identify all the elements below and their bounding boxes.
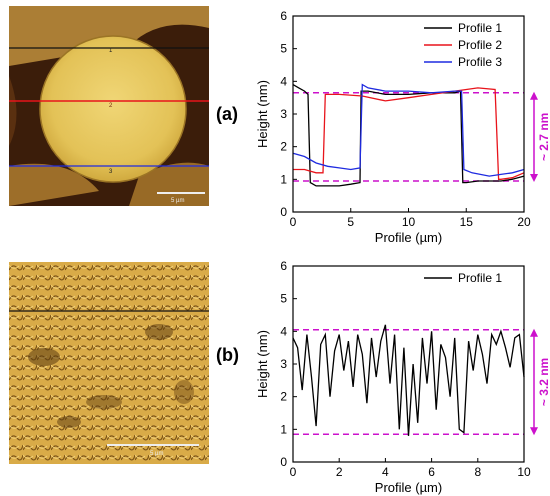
chart-b-legend-label-1: Profile 1 xyxy=(458,271,502,285)
afm-image-a-graphic: 1 2 3 5 µm xyxy=(9,6,209,206)
chart-a-xtick-label-3: 15 xyxy=(460,215,474,229)
chart-a-xtick-label-4: 20 xyxy=(517,215,531,229)
afm-image-a: 1 2 3 5 µm xyxy=(9,6,209,206)
chart-a-series-2-line xyxy=(293,87,525,180)
afm-a-scale-label: 5 µm xyxy=(171,198,184,204)
chart-b-y-axis-label: Height (nm) xyxy=(255,330,270,398)
chart-a-legend-label-2: Profile 2 xyxy=(458,38,502,52)
chart-a-series-3-line xyxy=(292,83,525,177)
chart-a-xtick-label-0: 0 xyxy=(290,215,297,229)
chart-a-ytick-label-5: 5 xyxy=(280,42,287,56)
chart-b-x-axis-label: Profile (µm) xyxy=(375,480,442,495)
chart-a-xtick-label-1: 5 xyxy=(347,215,354,229)
chart-a-series-1-line xyxy=(292,84,525,187)
chart-a-height-annotation: ~ 2.7 nm xyxy=(537,113,550,161)
chart-a-annotation-arrowhead-bottom xyxy=(530,173,538,182)
chart-a: 0 5 10 15 20 0 1 2 3 4 5 6 Profile 1 Profile 2 Profile… xyxy=(255,9,550,245)
chart-b-xtick-label-3: 6 xyxy=(428,465,435,479)
chart-a-ytick-label-3: 3 xyxy=(280,107,287,121)
chart-b-ytick-label-3: 3 xyxy=(280,357,287,371)
afm-a-line-label-2: 2 xyxy=(109,103,113,109)
chart-a-ytick-label-4: 4 xyxy=(280,74,287,88)
chart-b-plot-frame xyxy=(292,265,525,463)
chart-b-xtick-label-5: 10 xyxy=(517,465,531,479)
chart-a-ytick-label-2: 2 xyxy=(280,140,287,154)
chart-a-annotation-arrowhead-top xyxy=(530,91,538,100)
chart-a-legend-label-3: Profile 3 xyxy=(458,55,502,69)
chart-b-height-annotation: ~ 3.2 nm xyxy=(537,358,550,406)
chart-a-plot-frame xyxy=(292,15,525,213)
chart-a-legend-label-1: Profile 1 xyxy=(458,21,502,35)
chart-b-ytick-label-5: 5 xyxy=(280,292,287,306)
panel-a-label: (a) xyxy=(216,104,238,124)
panel-b-label: (b) xyxy=(216,345,239,365)
chart-b-annotation-arrowhead-top xyxy=(530,328,538,337)
chart-b-series-1-line xyxy=(292,324,525,436)
chart-a-x-axis-label: Profile (µm) xyxy=(375,230,442,245)
afm-a-line-label-3: 3 xyxy=(109,169,113,175)
chart-a-y-axis-label: Height (nm) xyxy=(255,80,270,148)
chart-b-ytick-label-0: 0 xyxy=(280,455,287,469)
chart-b-xtick-label-2: 4 xyxy=(382,465,389,479)
chart-b-xtick-label-0: 0 xyxy=(290,465,297,479)
chart-b: 0 2 4 6 8 10 0 1 2 3 4 5 6 Profile 1 Profile (µm) Heigh… xyxy=(255,259,550,495)
chart-b-xtick-label-4: 8 xyxy=(474,465,481,479)
afm-b-scale-label: 5 µm xyxy=(150,451,163,457)
chart-a-ytick-label-1: 1 xyxy=(280,172,287,186)
chart-b-ytick-label-1: 1 xyxy=(280,422,287,436)
chart-b-ytick-label-6: 6 xyxy=(280,259,287,273)
chart-b-ytick-label-2: 2 xyxy=(280,390,287,404)
afm-image-b-graphic: 5 µm xyxy=(9,262,209,464)
chart-a-ytick-label-6: 6 xyxy=(280,9,287,23)
chart-a-xtick-label-2: 10 xyxy=(402,215,416,229)
afm-image-b: 5 µm xyxy=(9,262,209,464)
chart-a-ytick-label-0: 0 xyxy=(280,205,287,219)
afm-a-line-label-1: 1 xyxy=(109,48,113,54)
chart-b-annotation-arrowhead-bottom xyxy=(530,427,538,436)
chart-b-xtick-label-1: 2 xyxy=(336,465,343,479)
chart-b-ytick-label-4: 4 xyxy=(280,324,287,338)
